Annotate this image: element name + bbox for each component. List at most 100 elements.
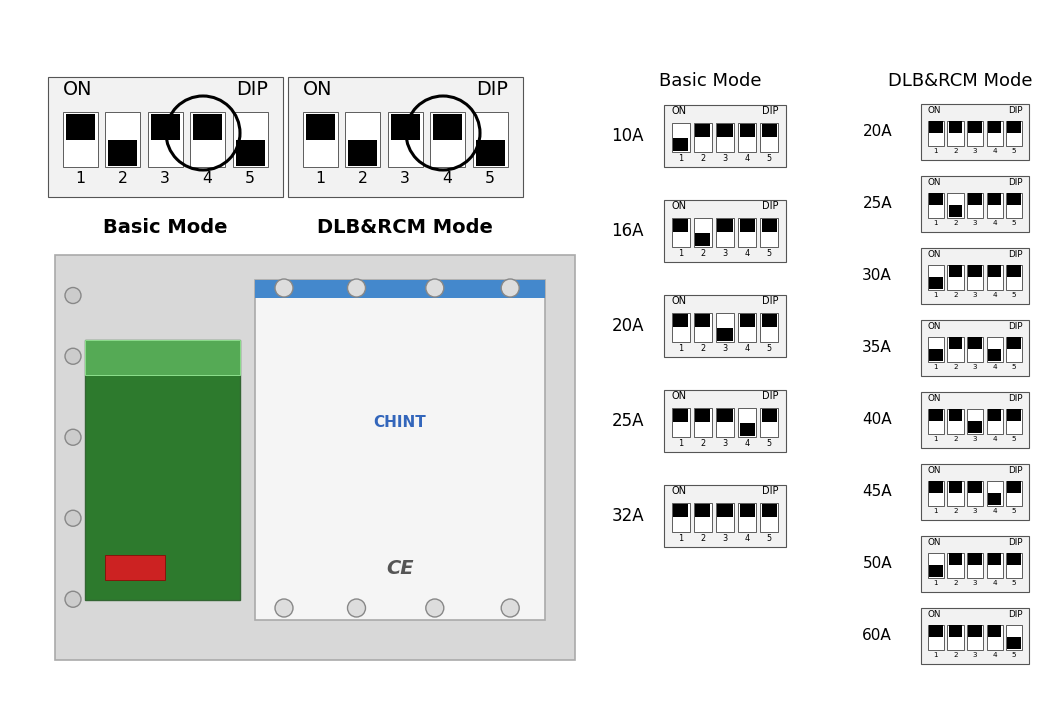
Bar	[673, 314, 688, 327]
Circle shape	[426, 599, 444, 617]
Text: ON: ON	[672, 486, 687, 496]
Bar	[988, 494, 1002, 505]
Text: 1: 1	[934, 364, 938, 369]
Text: DIP: DIP	[1008, 538, 1022, 547]
Bar	[928, 625, 944, 650]
Text: 5: 5	[1012, 220, 1017, 225]
Text: 3: 3	[973, 291, 977, 298]
Bar	[664, 295, 787, 357]
Text: 4: 4	[744, 154, 749, 163]
Text: DIP: DIP	[1008, 465, 1022, 475]
Text: DIP: DIP	[762, 201, 778, 211]
Text: 4: 4	[744, 343, 749, 352]
Text: DLB&RCM Mode: DLB&RCM Mode	[317, 218, 493, 237]
Bar	[921, 392, 1029, 448]
Bar	[738, 313, 756, 342]
Bar	[718, 328, 732, 341]
Text: 2: 2	[701, 534, 706, 543]
Bar	[969, 625, 982, 637]
Text: 50A: 50A	[863, 557, 893, 571]
Bar	[949, 121, 962, 133]
Bar	[1006, 480, 1022, 506]
Bar	[232, 112, 267, 167]
Text: 3: 3	[160, 171, 170, 186]
Bar	[988, 193, 1002, 205]
Text: 2: 2	[953, 508, 957, 514]
Bar	[664, 390, 787, 452]
Text: 1: 1	[934, 220, 938, 225]
Text: 2: 2	[701, 439, 706, 448]
Text: 3: 3	[973, 508, 977, 514]
Text: 4: 4	[744, 439, 749, 448]
Bar	[921, 536, 1029, 592]
Text: DIP: DIP	[762, 296, 778, 306]
Text: 2: 2	[701, 154, 706, 163]
Bar	[305, 114, 335, 140]
Bar	[694, 218, 712, 246]
Bar	[930, 481, 942, 493]
Text: 1: 1	[315, 171, 325, 186]
Text: 4: 4	[992, 147, 996, 154]
Text: 5: 5	[766, 343, 772, 352]
Text: 3: 3	[723, 154, 727, 163]
Text: 2: 2	[357, 171, 368, 186]
Text: 4: 4	[992, 508, 996, 514]
Bar	[694, 123, 712, 152]
Text: 5: 5	[766, 249, 772, 258]
Text: 1: 1	[678, 439, 684, 448]
Bar	[1006, 121, 1022, 146]
Bar	[1006, 265, 1022, 290]
Text: DLB&RCM Mode: DLB&RCM Mode	[888, 72, 1032, 90]
Bar	[672, 123, 690, 152]
Bar	[921, 609, 1029, 663]
Bar	[473, 112, 508, 167]
Text: DIP: DIP	[1008, 394, 1022, 402]
Bar	[949, 409, 962, 421]
Text: DIP: DIP	[762, 486, 778, 496]
Text: DIP: DIP	[1008, 249, 1022, 258]
Bar	[969, 481, 982, 493]
Text: 2: 2	[953, 147, 957, 154]
Text: ON: ON	[928, 105, 941, 114]
Bar	[988, 350, 1002, 362]
Bar	[476, 140, 505, 166]
Bar	[105, 112, 140, 167]
Bar	[987, 192, 1003, 218]
Bar	[738, 503, 756, 531]
Bar	[105, 555, 165, 580]
Bar	[921, 105, 1029, 159]
Text: 5: 5	[1012, 364, 1017, 369]
Circle shape	[275, 279, 293, 297]
Bar	[762, 409, 777, 423]
Bar	[930, 565, 942, 577]
Bar	[930, 277, 942, 289]
Bar	[1007, 637, 1021, 649]
Text: 2: 2	[701, 343, 706, 352]
Text: 4: 4	[202, 171, 212, 186]
Text: 3: 3	[723, 534, 727, 543]
Bar	[762, 124, 777, 138]
Bar	[695, 504, 710, 517]
Circle shape	[65, 288, 81, 303]
Bar	[694, 503, 712, 531]
Bar	[988, 121, 1002, 133]
Text: Basic Mode: Basic Mode	[658, 72, 761, 90]
Bar	[695, 232, 710, 246]
Bar	[967, 265, 983, 290]
Bar	[1007, 193, 1021, 205]
Bar	[672, 313, 690, 342]
Bar	[762, 219, 777, 232]
Text: 20A: 20A	[612, 317, 644, 335]
Bar	[988, 625, 1002, 637]
Bar	[921, 176, 1029, 232]
Text: 3: 3	[973, 435, 977, 442]
Bar	[302, 112, 337, 167]
Text: 3: 3	[723, 439, 727, 448]
Bar	[694, 313, 712, 342]
Text: 4: 4	[744, 249, 749, 258]
Bar	[921, 320, 1029, 376]
Bar	[1006, 409, 1022, 434]
Bar	[1007, 337, 1021, 349]
Text: ON: ON	[302, 80, 332, 99]
Text: 3: 3	[400, 171, 410, 186]
